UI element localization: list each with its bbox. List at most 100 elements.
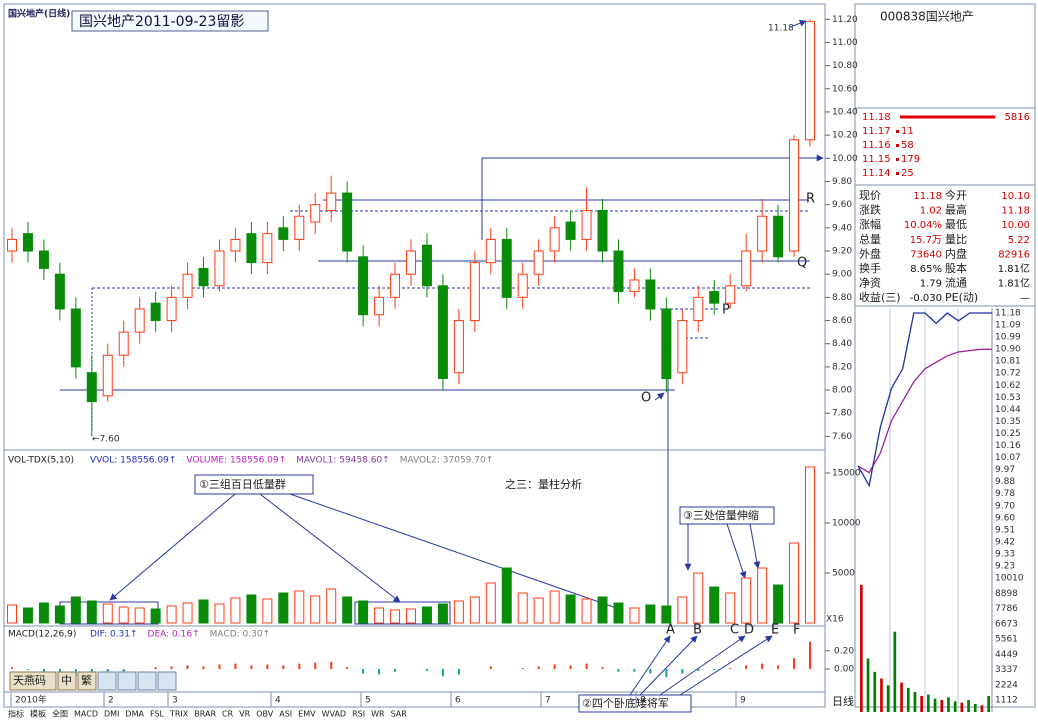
minute-price-line [857, 312, 992, 488]
minute-price-label: 11.18 [995, 309, 1021, 319]
y-tick-label: 9.40 [832, 223, 852, 233]
toolbar-button[interactable] [57, 671, 77, 691]
candle-body [374, 296, 385, 316]
caption: 国兴地产2011-09-23留影 [79, 14, 244, 30]
quote-value: 1.81亿 [998, 262, 1030, 275]
tab[interactable]: OBV [256, 710, 274, 719]
volume-bar [549, 590, 560, 624]
toolbar-icon[interactable] [157, 671, 177, 691]
minute-price-label: 9.88 [995, 477, 1015, 487]
quote-label: 流通 [945, 276, 967, 290]
month-label: 5 [365, 696, 371, 706]
quote-value: 11.18 [1001, 206, 1030, 217]
quote-value: 15.7万 [910, 235, 942, 246]
toolbar-label[interactable]: 繁 [81, 673, 92, 687]
toolbar-label[interactable]: 中 [61, 674, 72, 687]
tab[interactable]: WVAD [322, 710, 347, 719]
tab[interactable]: ASI [279, 710, 292, 719]
minute-volume-label: 2224 [995, 680, 1018, 690]
tab[interactable]: MACD [74, 710, 98, 719]
candle-body [198, 267, 209, 287]
quote-value: 82916 [998, 249, 1030, 260]
volume-bar [693, 572, 704, 624]
tab[interactable]: RSI [352, 710, 365, 719]
toolbar-button[interactable] [77, 671, 97, 691]
y-tick-label: 9.80 [832, 177, 852, 187]
quote-title: 000838国兴地产 [880, 10, 974, 24]
candle-body [629, 279, 640, 293]
tab[interactable]: SAR [391, 710, 408, 719]
tab[interactable]: 指标 [8, 709, 24, 719]
toolbar-icon[interactable] [97, 671, 117, 691]
candle-body [262, 233, 273, 264]
quote-label: 总量 [859, 232, 881, 246]
candle-body [182, 273, 193, 298]
candle-body [421, 244, 432, 287]
book-price: 11.14 [862, 168, 891, 179]
tab[interactable]: CR [222, 710, 234, 719]
book-volume: 11 [901, 126, 914, 137]
volume-bar [166, 605, 177, 624]
y-tick-label: 7.60 [832, 432, 852, 442]
point-label: P [722, 303, 730, 318]
tab[interactable]: FSL [150, 710, 165, 719]
quote-label: 量比 [945, 233, 967, 246]
minute-volume-bar [866, 658, 870, 712]
minute-volume-bar [980, 705, 984, 712]
callout: ①三组百日低量群 [199, 477, 286, 491]
candle-body [789, 139, 800, 252]
quote-label: 外盘 [859, 246, 881, 260]
tab[interactable]: WR [371, 710, 385, 719]
tab[interactable]: DMI [104, 710, 119, 719]
volume-bar [134, 607, 145, 624]
tab[interactable]: 模板 [30, 709, 46, 719]
tab[interactable]: 全图 [52, 709, 68, 719]
y-tick-label: 11.00 [832, 38, 858, 48]
toolbar-label[interactable]: 天燕码 [13, 674, 46, 687]
minute-volume-bar [927, 694, 930, 712]
candle-body [22, 233, 33, 252]
toolbar-icon[interactable] [117, 671, 137, 691]
candle-body [70, 308, 81, 368]
candle-body [453, 320, 464, 374]
candle-body [565, 221, 576, 240]
volume-bar [278, 592, 289, 624]
tab[interactable]: BRAR [194, 710, 216, 719]
volume-bar [677, 596, 688, 624]
volume-bar [629, 607, 640, 624]
y-tick-label: 8.80 [832, 293, 852, 303]
volume-bar [198, 599, 209, 624]
callout: ②四个卧底矮将军 [582, 696, 669, 710]
tab[interactable]: TRIX [169, 710, 189, 719]
tab[interactable]: DMA [125, 710, 144, 719]
point-label: O [641, 391, 651, 406]
callout: ③三处倍量伸缩 [683, 508, 759, 522]
tab[interactable]: VR [239, 710, 250, 719]
annotation-arrow [289, 493, 623, 612]
volume-bar [406, 608, 416, 624]
minute-price-label: 10.99 [995, 333, 1021, 343]
candle-body [437, 285, 448, 379]
quote-label: 最低 [945, 218, 967, 231]
minute-price-label: 9.33 [995, 549, 1015, 559]
candle-body [134, 308, 145, 333]
volume-bar [22, 607, 33, 624]
candle-body [581, 209, 592, 240]
legend-entry: MAVOL1: 59458.60↑ [296, 456, 390, 466]
candle-body [741, 250, 752, 287]
month-label: 9 [740, 696, 746, 706]
section-note: 之三：量柱分析 [505, 477, 582, 491]
volume-bar [262, 598, 273, 624]
minute-volume-bar [920, 695, 923, 712]
candle-body [597, 209, 608, 252]
volume-bar [805, 466, 815, 624]
volume-bar [661, 605, 672, 624]
toolbar-icon[interactable] [137, 671, 157, 691]
volume-bar [246, 594, 257, 624]
candle-body [278, 227, 289, 240]
tab[interactable]: EMV [298, 710, 316, 719]
toolbar-button[interactable] [9, 671, 57, 691]
quote-label: 换手 [859, 261, 881, 275]
y-tick-label: 7.80 [832, 409, 852, 419]
legend-entry: MAVOL2: 37059.70↑ [400, 456, 494, 466]
